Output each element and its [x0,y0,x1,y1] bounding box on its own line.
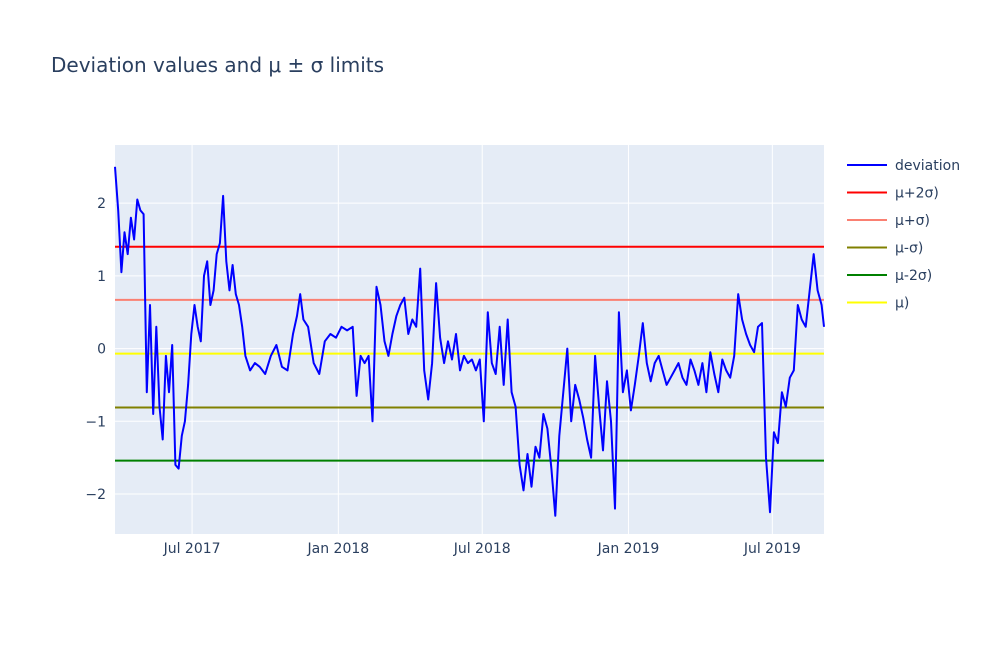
legend-label: μ-2σ) [895,268,932,284]
plot-area [115,145,824,534]
y-tick-label: −2 [85,487,106,503]
x-tick-label: Jan 2019 [597,541,660,557]
y-tick-label: −1 [85,414,106,430]
legend-label: μ+2σ) [895,186,939,202]
x-axis: Jul 2017 Jan 2018 Jul 2018 Jan 2019 Jul 2019 [163,541,801,557]
legend-label: deviation [895,158,960,174]
y-tick-label: 1 [97,269,106,285]
y-tick-label: 2 [97,196,106,212]
legend-label: μ+σ) [895,213,930,229]
x-tick-label: Jul 2019 [743,541,801,557]
grid [115,145,824,534]
deviation-line [114,166,825,517]
chart-title: Deviation values and μ ± σ limits [51,53,384,77]
series-layer [114,166,825,517]
legend: deviation μ+2σ) μ+σ) μ-σ) μ-2σ) μ) [847,158,960,312]
legend-label: μ) [895,296,909,312]
x-tick-label: Jul 2017 [163,541,221,557]
y-axis: 2 1 0 −1 −2 [85,196,106,503]
legend-label: μ-σ) [895,241,923,257]
x-tick-label: Jan 2018 [307,541,370,557]
x-tick-label: Jul 2018 [453,541,511,557]
reference-lines [115,245,824,462]
y-tick-label: 0 [97,342,106,358]
